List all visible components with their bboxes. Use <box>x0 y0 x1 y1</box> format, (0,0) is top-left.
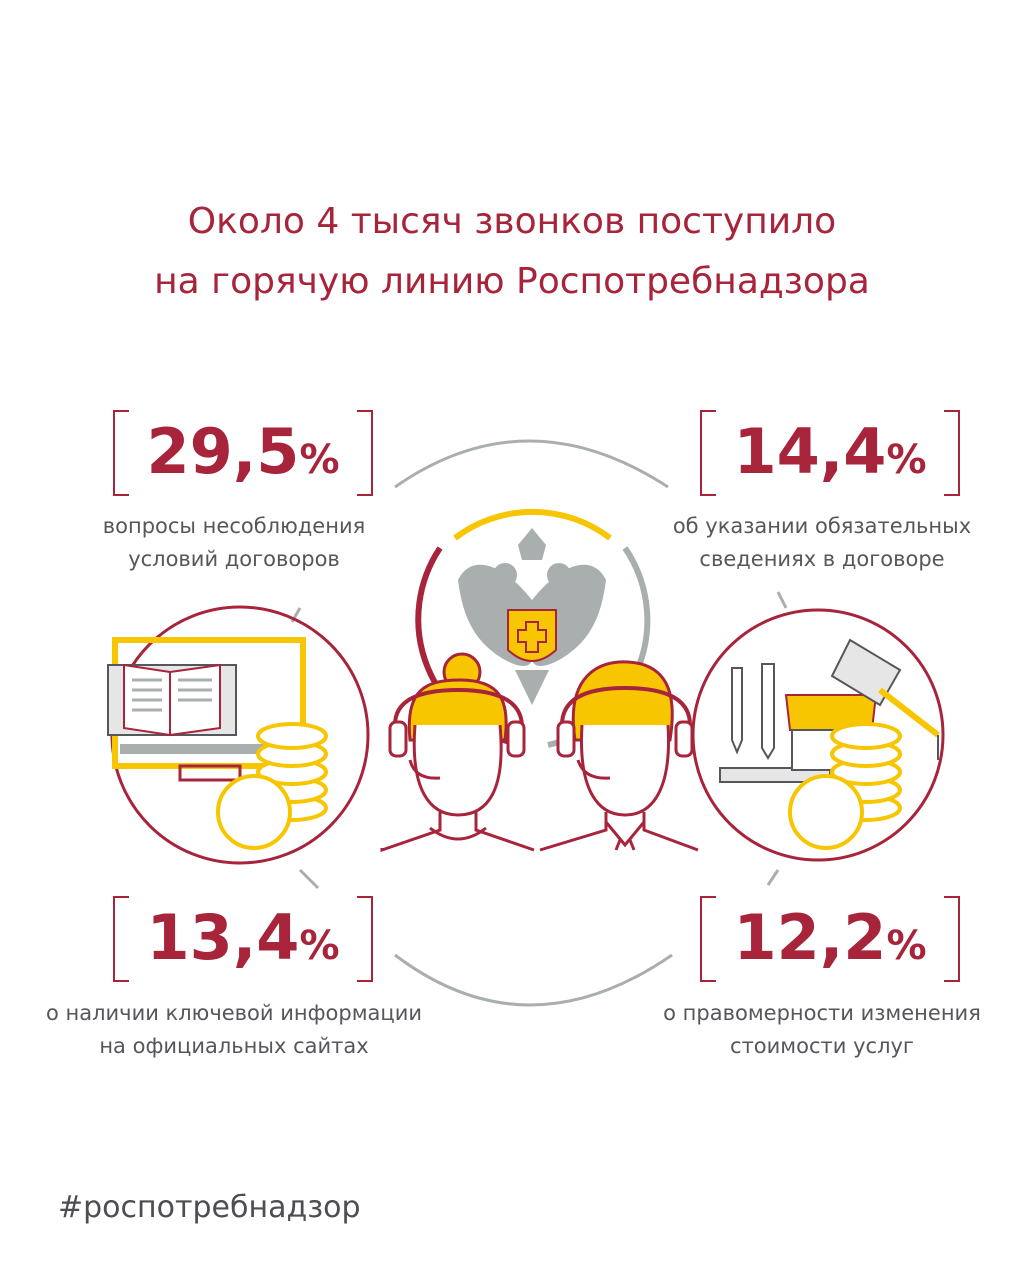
stat-description-line: вопросы несоблюдения <box>102 514 366 538</box>
computer-books-coins-icon <box>107 605 370 865</box>
briefcase-graduation-coins-icon <box>691 608 945 862</box>
page-title: Около 4 тысяч звонков поступило на горяч… <box>0 192 1024 312</box>
stat-description-line: на официальных сайтах <box>99 1034 369 1058</box>
stat-value-box: 12,2% <box>700 896 960 982</box>
stat-number: 13,4 <box>146 901 300 974</box>
title-line-1: Около 4 тысяч звонков поступило <box>187 201 837 242</box>
stat-value: 12,2% <box>700 902 960 982</box>
operator-woman-icon <box>380 652 535 853</box>
stat-description-line: о наличии ключевой информации <box>45 1001 423 1025</box>
stat-description-line: условий договоров <box>128 547 340 571</box>
hashtag: #роспотребнадзор <box>58 1190 361 1225</box>
stat-number: 12,2 <box>733 901 887 974</box>
stat-description: об указании обязательных сведениях в дог… <box>602 510 1024 576</box>
stat-value-box: 29,5% <box>113 410 373 496</box>
gray-ring <box>290 439 788 1007</box>
stat-value: 29,5% <box>113 416 373 496</box>
stat-unit: % <box>299 923 340 969</box>
stat-number: 14,4 <box>733 415 887 488</box>
bracket-left <box>700 896 716 982</box>
bracket-left <box>113 896 129 982</box>
stat-value-box: 13,4% <box>113 896 373 982</box>
bracket-right <box>944 896 960 982</box>
operator-man-icon <box>539 660 699 852</box>
stat-description-line: сведениях в договоре <box>699 547 945 571</box>
stat-value: 14,4% <box>700 416 960 496</box>
stat-description: о правомерности изменения стоимости услу… <box>602 997 1024 1063</box>
stat-value-box: 14,4% <box>700 410 960 496</box>
stat-unit: % <box>299 437 340 483</box>
bracket-right <box>944 410 960 496</box>
stat-description: вопросы несоблюдения условий договоров <box>14 510 454 576</box>
stat-unit: % <box>886 437 927 483</box>
emblem-eagle-icon <box>458 528 606 705</box>
stat-description-line: о правомерности изменения <box>663 1001 981 1025</box>
bracket-left <box>700 410 716 496</box>
stat-number: 29,5 <box>146 415 300 488</box>
title-line-2: на горячую линию Роспотребнадзора <box>154 261 870 302</box>
stat-unit: % <box>886 923 927 969</box>
stat-description-line: стоимости услуг <box>730 1034 914 1058</box>
bracket-left <box>113 410 129 496</box>
bracket-right <box>357 896 373 982</box>
stat-description-line: об указании обязательных <box>672 514 972 538</box>
stat-description: о наличии ключевой информации на официал… <box>14 997 454 1063</box>
bracket-right <box>357 410 373 496</box>
stat-value: 13,4% <box>113 902 373 982</box>
